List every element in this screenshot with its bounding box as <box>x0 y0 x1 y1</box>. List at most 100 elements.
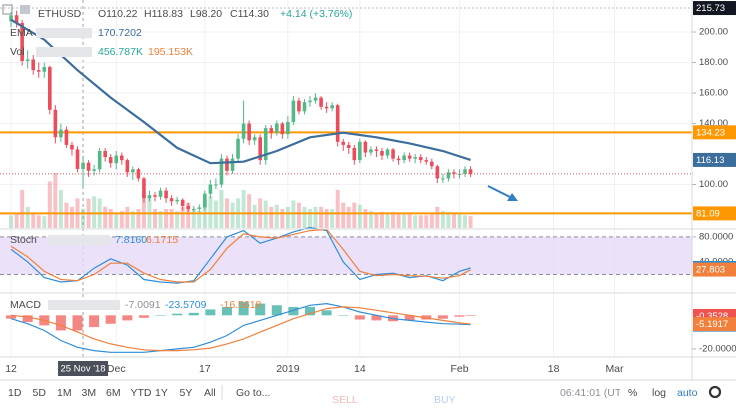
histogram-bar <box>255 303 266 316</box>
volume-bar <box>285 206 290 228</box>
range-button[interactable]: 6M <box>106 387 121 399</box>
candle-body <box>169 198 174 202</box>
ema-readout: 170.7202 <box>98 27 142 39</box>
percent-toggle[interactable]: % <box>628 387 637 399</box>
symbol-icon[interactable] <box>20 5 30 14</box>
candle-body <box>236 138 240 159</box>
volume-bar <box>468 216 473 228</box>
volume-bar <box>69 206 74 228</box>
legend-icons[interactable] <box>36 47 92 57</box>
candle-body <box>352 147 357 161</box>
histogram-bar <box>465 315 476 316</box>
volume-bar <box>108 208 113 228</box>
volume-bar <box>136 208 141 228</box>
candle-body <box>468 169 473 174</box>
volume-bar <box>346 206 351 228</box>
oscillator-line <box>10 228 471 283</box>
volume-bar <box>53 173 58 228</box>
candle-body <box>219 158 224 185</box>
candle-body <box>203 193 207 208</box>
range-button[interactable]: 5Y <box>180 387 193 399</box>
auto-toggle[interactable]: auto <box>677 387 698 399</box>
collapse-icon[interactable] <box>2 4 13 15</box>
candle-body <box>119 155 124 161</box>
vol-legend-name[interactable]: Vol <box>10 46 25 58</box>
candle-body <box>430 161 434 167</box>
volume-bar <box>352 202 357 228</box>
candle-body <box>14 15 19 23</box>
price-label-box <box>693 152 736 167</box>
candle-body <box>125 160 130 173</box>
candle-body <box>418 157 423 161</box>
volume-bar <box>368 211 373 228</box>
candle-body <box>424 160 429 162</box>
range-buttons: 1D 5D 1M 3M 6M YTD 1Y 5Y All <box>8 387 216 399</box>
settings-icon[interactable] <box>708 385 722 399</box>
histogram-bar <box>371 315 382 321</box>
legend-icons[interactable] <box>36 28 92 38</box>
candle-body <box>335 105 340 142</box>
volume-bar <box>125 206 130 228</box>
macd-legend-name[interactable]: MACD <box>10 299 41 311</box>
buy-button[interactable]: BUY <box>434 394 456 406</box>
range-button[interactable]: YTD <box>131 387 152 399</box>
volume-bar <box>296 202 301 228</box>
volume-bar <box>374 213 379 228</box>
volume-bar <box>413 215 418 228</box>
ema-line <box>10 18 471 165</box>
candle-body <box>103 150 107 158</box>
volume-bar <box>20 189 25 228</box>
candle-body <box>241 123 246 139</box>
symbol[interactable]: ETHUSD <box>38 8 82 20</box>
plot-area: 12 Dec 17 2019 14 Feb 18 Mar <box>0 0 692 375</box>
y-tick-label: 80.0000 <box>699 231 733 242</box>
legend-icons[interactable] <box>48 235 110 245</box>
candle-body <box>413 157 417 159</box>
sell-button[interactable]: SELL <box>332 394 358 406</box>
histogram-bar <box>89 315 100 328</box>
x-tick-label: 17 <box>199 363 211 375</box>
volume-bar <box>440 211 445 228</box>
goto-button[interactable]: Go to... <box>236 387 270 399</box>
volume-bar <box>81 208 86 228</box>
stoch-legend-name[interactable]: Stoch <box>10 234 37 246</box>
ohlc-close: C114.30 <box>230 8 269 20</box>
candle-body <box>230 158 235 171</box>
candle-body <box>302 102 307 112</box>
range-button[interactable]: 1D <box>8 387 22 399</box>
range-button[interactable]: 1Y <box>155 387 168 399</box>
histogram-bar <box>55 315 66 331</box>
volume-bar <box>208 196 213 228</box>
legend-icons[interactable] <box>48 300 120 310</box>
volume-bar <box>335 189 340 228</box>
x-tick-label: 12 <box>5 363 17 375</box>
candle-body <box>180 199 185 206</box>
volume-bar <box>269 206 274 228</box>
volume-bar <box>424 215 429 228</box>
y-tick-label: 180.00 <box>699 57 728 68</box>
ema-legend-name[interactable]: EMA <box>10 27 33 39</box>
histogram-bar <box>155 315 166 316</box>
stoch-k-readout: 7.8160 <box>115 234 147 246</box>
range-button[interactable]: 1M <box>57 387 72 399</box>
volume-bar <box>42 216 47 228</box>
crosshair-date: 25 Nov '18 <box>60 364 105 375</box>
volume-bar <box>241 189 246 228</box>
volume-bar <box>31 213 36 228</box>
range-button[interactable]: All <box>204 387 216 399</box>
vol-ma-readout: 195.153K <box>148 46 193 58</box>
log-toggle[interactable]: log <box>652 387 666 399</box>
range-button[interactable]: 3M <box>82 387 97 399</box>
candle-body <box>164 190 168 199</box>
histogram-bar <box>221 306 232 316</box>
range-button[interactable]: 5D <box>33 387 47 399</box>
y-tick-label: 160.00 <box>699 88 728 99</box>
candle-body <box>153 195 157 197</box>
x-tick-label: Feb <box>450 363 468 375</box>
histogram-bar <box>22 315 33 323</box>
price-label: 134.23 <box>696 127 725 138</box>
candle-body <box>42 67 47 72</box>
candle-body <box>48 67 52 110</box>
ohlc-low: L98.20 <box>190 8 222 20</box>
volume-bar <box>252 204 257 228</box>
